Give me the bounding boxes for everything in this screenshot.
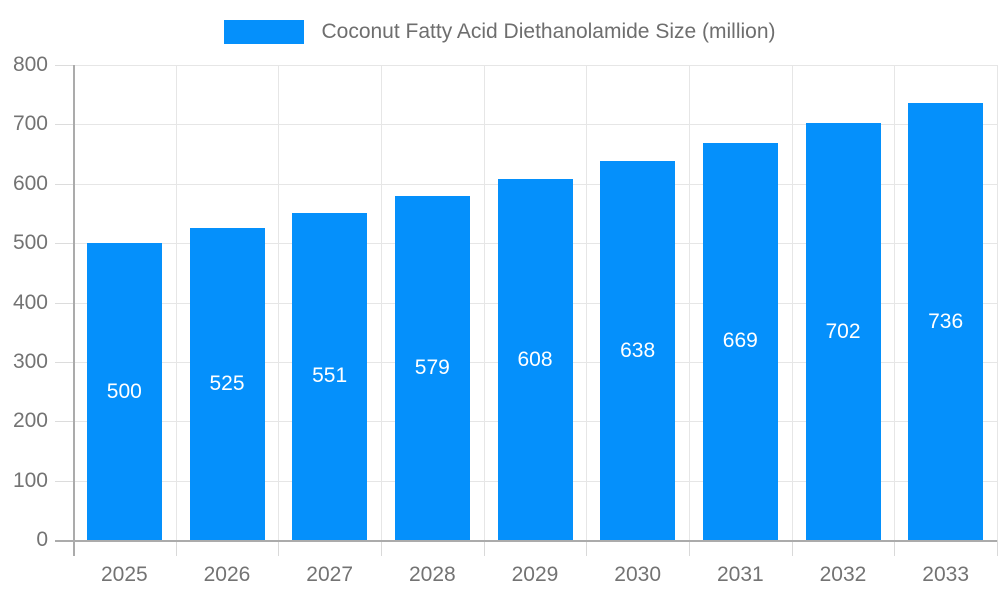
plot-area: 0 100 200 300 400 500 600 700 800 500 2025 525 2026 5… — [13, 53, 998, 586]
chart-legend: Coconut Fatty Acid Diethanolamide Size (… — [0, 18, 1000, 46]
gridline-vertical — [689, 65, 690, 540]
gridline-vertical — [483, 65, 485, 540]
x-axis-label: 2028 — [408, 563, 456, 586]
gridline-vertical — [175, 65, 177, 540]
y-axis-tick — [55, 421, 73, 423]
bar — [702, 142, 778, 540]
x-axis-label: 2026 — [203, 563, 251, 586]
x-axis-label: 2033 — [922, 563, 970, 586]
bar-value-label: 579 — [414, 356, 450, 380]
x-axis-label: 2025 — [100, 563, 148, 586]
gridline-vertical — [381, 65, 382, 540]
y-axis-tick — [55, 183, 73, 185]
y-axis-label: 400 — [12, 290, 48, 314]
y-axis-label: 600 — [12, 171, 48, 195]
y-axis-label: 800 — [12, 53, 48, 76]
bar — [908, 103, 984, 540]
gridline-vertical — [586, 65, 588, 540]
gridline-vertical — [278, 65, 280, 540]
x-axis-tick — [586, 540, 588, 556]
bar-value-label: 500 — [106, 379, 142, 403]
x-axis-label: 2031 — [716, 563, 764, 586]
y-axis-tick — [55, 124, 73, 126]
y-axis-label: 300 — [12, 349, 48, 373]
bar — [394, 196, 470, 540]
y-axis-label: 200 — [12, 409, 48, 433]
y-axis-tick — [55, 302, 73, 304]
bar-value-label: 702 — [825, 319, 861, 343]
x-axis-tick — [278, 540, 280, 556]
gridline-vertical — [894, 65, 896, 540]
y-axis-tick — [55, 65, 73, 66]
x-axis-tick — [791, 540, 793, 556]
gridline-horizontal — [73, 124, 997, 126]
bar — [86, 243, 162, 540]
y-axis-label: 0 — [36, 528, 48, 551]
x-axis-tick — [894, 540, 896, 556]
bar — [189, 228, 265, 540]
gridline-vertical — [791, 65, 793, 540]
bar-value-label: 551 — [312, 364, 348, 388]
y-axis-tick — [55, 243, 73, 245]
y-axis-tick — [55, 361, 73, 363]
x-axis-label: 2032 — [819, 563, 867, 586]
x-axis-label: 2029 — [511, 563, 559, 586]
x-axis-label: 2030 — [614, 563, 662, 586]
legend-swatch-icon — [224, 20, 305, 44]
bar-value-label: 525 — [209, 372, 245, 396]
x-axis-tick — [997, 540, 998, 556]
bar-value-label: 638 — [620, 338, 656, 362]
legend-label: Coconut Fatty Acid Diethanolamide Size (… — [321, 20, 776, 43]
bar-value-label: 608 — [517, 347, 553, 371]
y-axis-label: 700 — [12, 112, 48, 136]
x-axis-tick — [483, 540, 485, 556]
x-axis-tick — [381, 540, 382, 556]
bar-value-label: 736 — [928, 309, 964, 333]
gridline-horizontal — [73, 65, 997, 66]
x-axis-line — [55, 540, 997, 542]
x-axis-tick — [175, 540, 177, 556]
y-axis-tick — [55, 480, 73, 482]
y-axis-label: 100 — [12, 468, 48, 492]
x-axis-tick — [689, 540, 690, 556]
bar — [497, 179, 573, 540]
bar — [292, 212, 368, 540]
y-axis-label: 500 — [12, 231, 48, 255]
y-axis-line — [73, 65, 75, 556]
bar-value-label: 669 — [722, 329, 758, 353]
x-axis-label: 2027 — [306, 563, 354, 586]
bar — [600, 161, 676, 540]
bar — [805, 123, 881, 540]
gridline-vertical — [997, 65, 998, 540]
